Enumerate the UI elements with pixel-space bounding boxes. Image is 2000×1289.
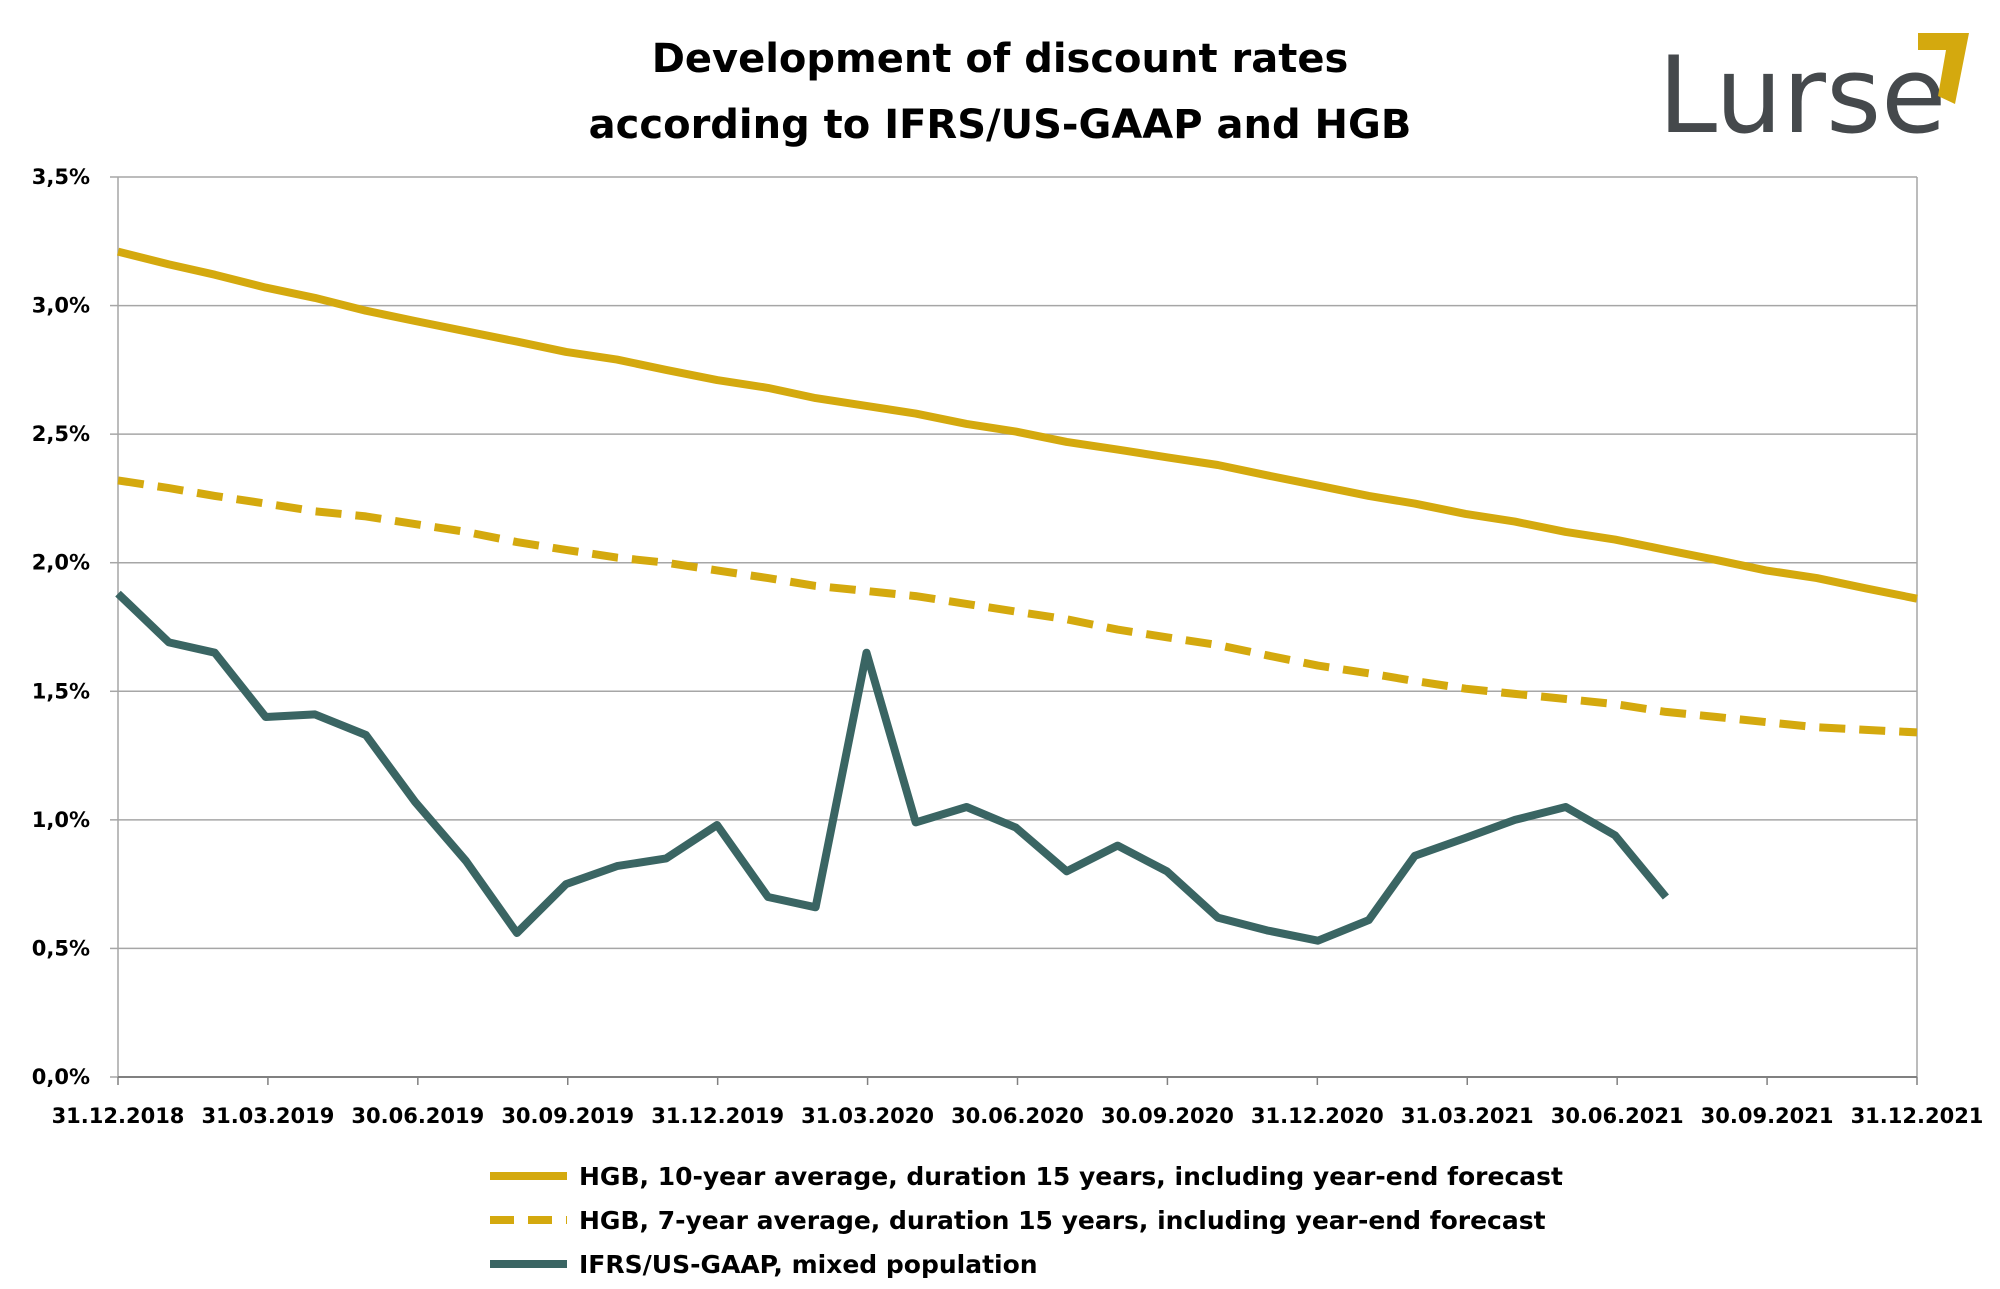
x-tick-label: 30.06.2020 <box>951 1104 1084 1128</box>
y-tick-label: 2,5% <box>32 422 90 446</box>
y-axis-tick-labels: 0,0% 0,5% 1,0% 1,5% 2,0% 2,5% 3,0% 3,5% <box>32 165 90 1089</box>
logo-wordmark: Lurse <box>1658 34 1946 157</box>
chart-title: Development of discount rates according … <box>589 36 1412 148</box>
x-tick-label: 31.12.2020 <box>1251 1104 1384 1128</box>
series-line-2 <box>117 476 1918 737</box>
x-tick-label: 30.09.2020 <box>1101 1104 1234 1128</box>
x-tick-label: 31.03.2019 <box>201 1104 334 1128</box>
y-tick-label: 3,0% <box>32 294 90 318</box>
x-tick-label: 31.03.2021 <box>1401 1104 1534 1128</box>
x-tick-label: 31.03.2020 <box>801 1104 934 1128</box>
y-tick-label: 2,0% <box>32 551 90 575</box>
legend: HGB, 10-year average, duration 15 years,… <box>490 1162 1563 1279</box>
chart-title-line-2: according to IFRS/US-GAAP and HGB <box>589 102 1412 148</box>
x-tick-label: 30.06.2021 <box>1551 1104 1684 1128</box>
y-tick-label: 0,5% <box>32 936 90 960</box>
legend-label-2: HGB, 7-year average, duration 15 years, … <box>579 1206 1546 1235</box>
series-line-1 <box>117 247 1918 603</box>
grid-lines <box>110 176 1917 1078</box>
y-tick-label: 0,0% <box>32 1065 90 1089</box>
legend-label-3: IFRS/US-GAAP, mixed population <box>579 1250 1038 1279</box>
y-tick-label: 1,5% <box>32 679 90 703</box>
x-tick-label: 31.12.2019 <box>651 1104 784 1128</box>
series-line-3 <box>115 590 1669 945</box>
x-tick-label: 30.06.2019 <box>351 1104 484 1128</box>
x-tick-label: 31.12.2021 <box>1851 1104 1984 1128</box>
chart-title-line-1: Development of discount rates <box>652 36 1349 82</box>
lurse-logo: Lurse <box>1658 33 1969 157</box>
y-tick-label: 3,5% <box>32 165 90 189</box>
axes <box>117 177 1918 1085</box>
x-tick-label: 30.09.2019 <box>501 1104 634 1128</box>
x-tick-label: 31.12.2018 <box>52 1104 185 1128</box>
x-axis-tick-labels: 31.12.2018 31.03.2019 30.06.2019 30.09.2019… <box>52 1104 1984 1128</box>
series-lines <box>115 247 1918 945</box>
y-tick-label: 1,0% <box>32 808 90 832</box>
x-tick-label: 30.09.2021 <box>1701 1104 1834 1128</box>
logo-accent-icon <box>1918 33 1969 104</box>
legend-label-1: HGB, 10-year average, duration 15 years,… <box>579 1162 1563 1191</box>
